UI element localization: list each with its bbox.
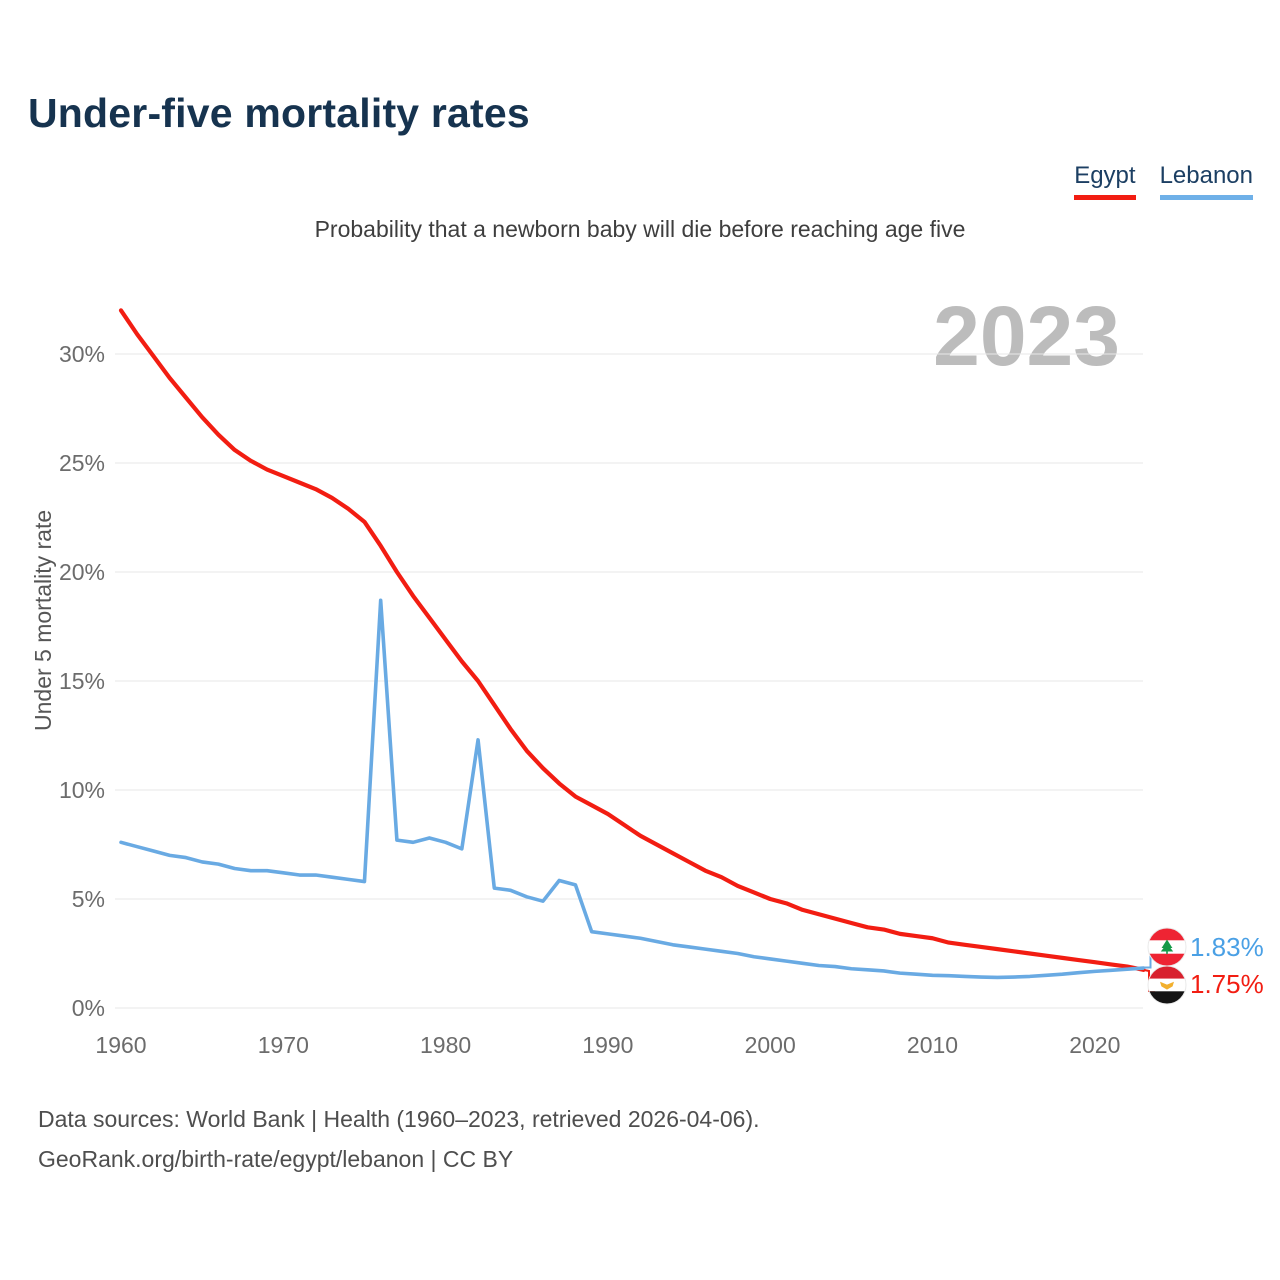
y-tick-0: 0%	[71, 995, 105, 1021]
legend-label-egypt: Egypt	[1074, 162, 1136, 189]
lebanon-flag-icon	[1147, 927, 1187, 967]
gridlines	[115, 353, 1143, 1009]
x-tick-2010: 2010	[906, 1032, 959, 1058]
y-tick-20: 20%	[58, 559, 105, 585]
page-title: Under-five mortality rates	[28, 90, 530, 136]
series-lines	[118, 308, 1146, 980]
year-watermark: 2023	[933, 289, 1120, 383]
x-tick-1970: 1970	[257, 1032, 309, 1058]
x-tick-2020: 2020	[1069, 1032, 1121, 1058]
legend-item-egypt[interactable]: Egypt	[1074, 162, 1136, 200]
x-tick-1980: 1980	[420, 1032, 472, 1058]
lebanon-value-label: 1.83%	[1190, 932, 1264, 962]
series-line-lebanon	[119, 598, 1146, 980]
data-sources-note: Data sources: World Bank | Health (1960–…	[38, 1106, 760, 1132]
egypt-value-label: 1.75%	[1190, 969, 1264, 999]
y-tick-5: 5%	[71, 886, 105, 912]
y-tick-25: 25%	[58, 450, 105, 476]
y-tick-15: 15%	[58, 668, 105, 694]
legend-item-lebanon[interactable]: Lebanon	[1159, 162, 1253, 200]
legend-label-lebanon: Lebanon	[1159, 162, 1253, 189]
chart-subtitle: Probability that a newborn baby will die…	[314, 216, 966, 242]
y-tick-30: 30%	[58, 341, 105, 367]
series-line-egypt	[118, 308, 1146, 972]
x-tick-1960: 1960	[95, 1032, 147, 1058]
egypt-flag-icon	[1147, 965, 1187, 1005]
x-tick-2000: 2000	[744, 1032, 796, 1058]
end-value-egypt: 1.75%	[1190, 970, 1264, 998]
attribution-note: GeoRank.org/birth-rate/egypt/lebanon | C…	[38, 1146, 514, 1172]
end-value-lebanon: 1.83%	[1190, 933, 1264, 961]
legend: Egypt Lebanon	[1074, 162, 1253, 200]
y-tick-10: 10%	[58, 777, 105, 803]
x-tick-1990: 1990	[582, 1032, 634, 1058]
